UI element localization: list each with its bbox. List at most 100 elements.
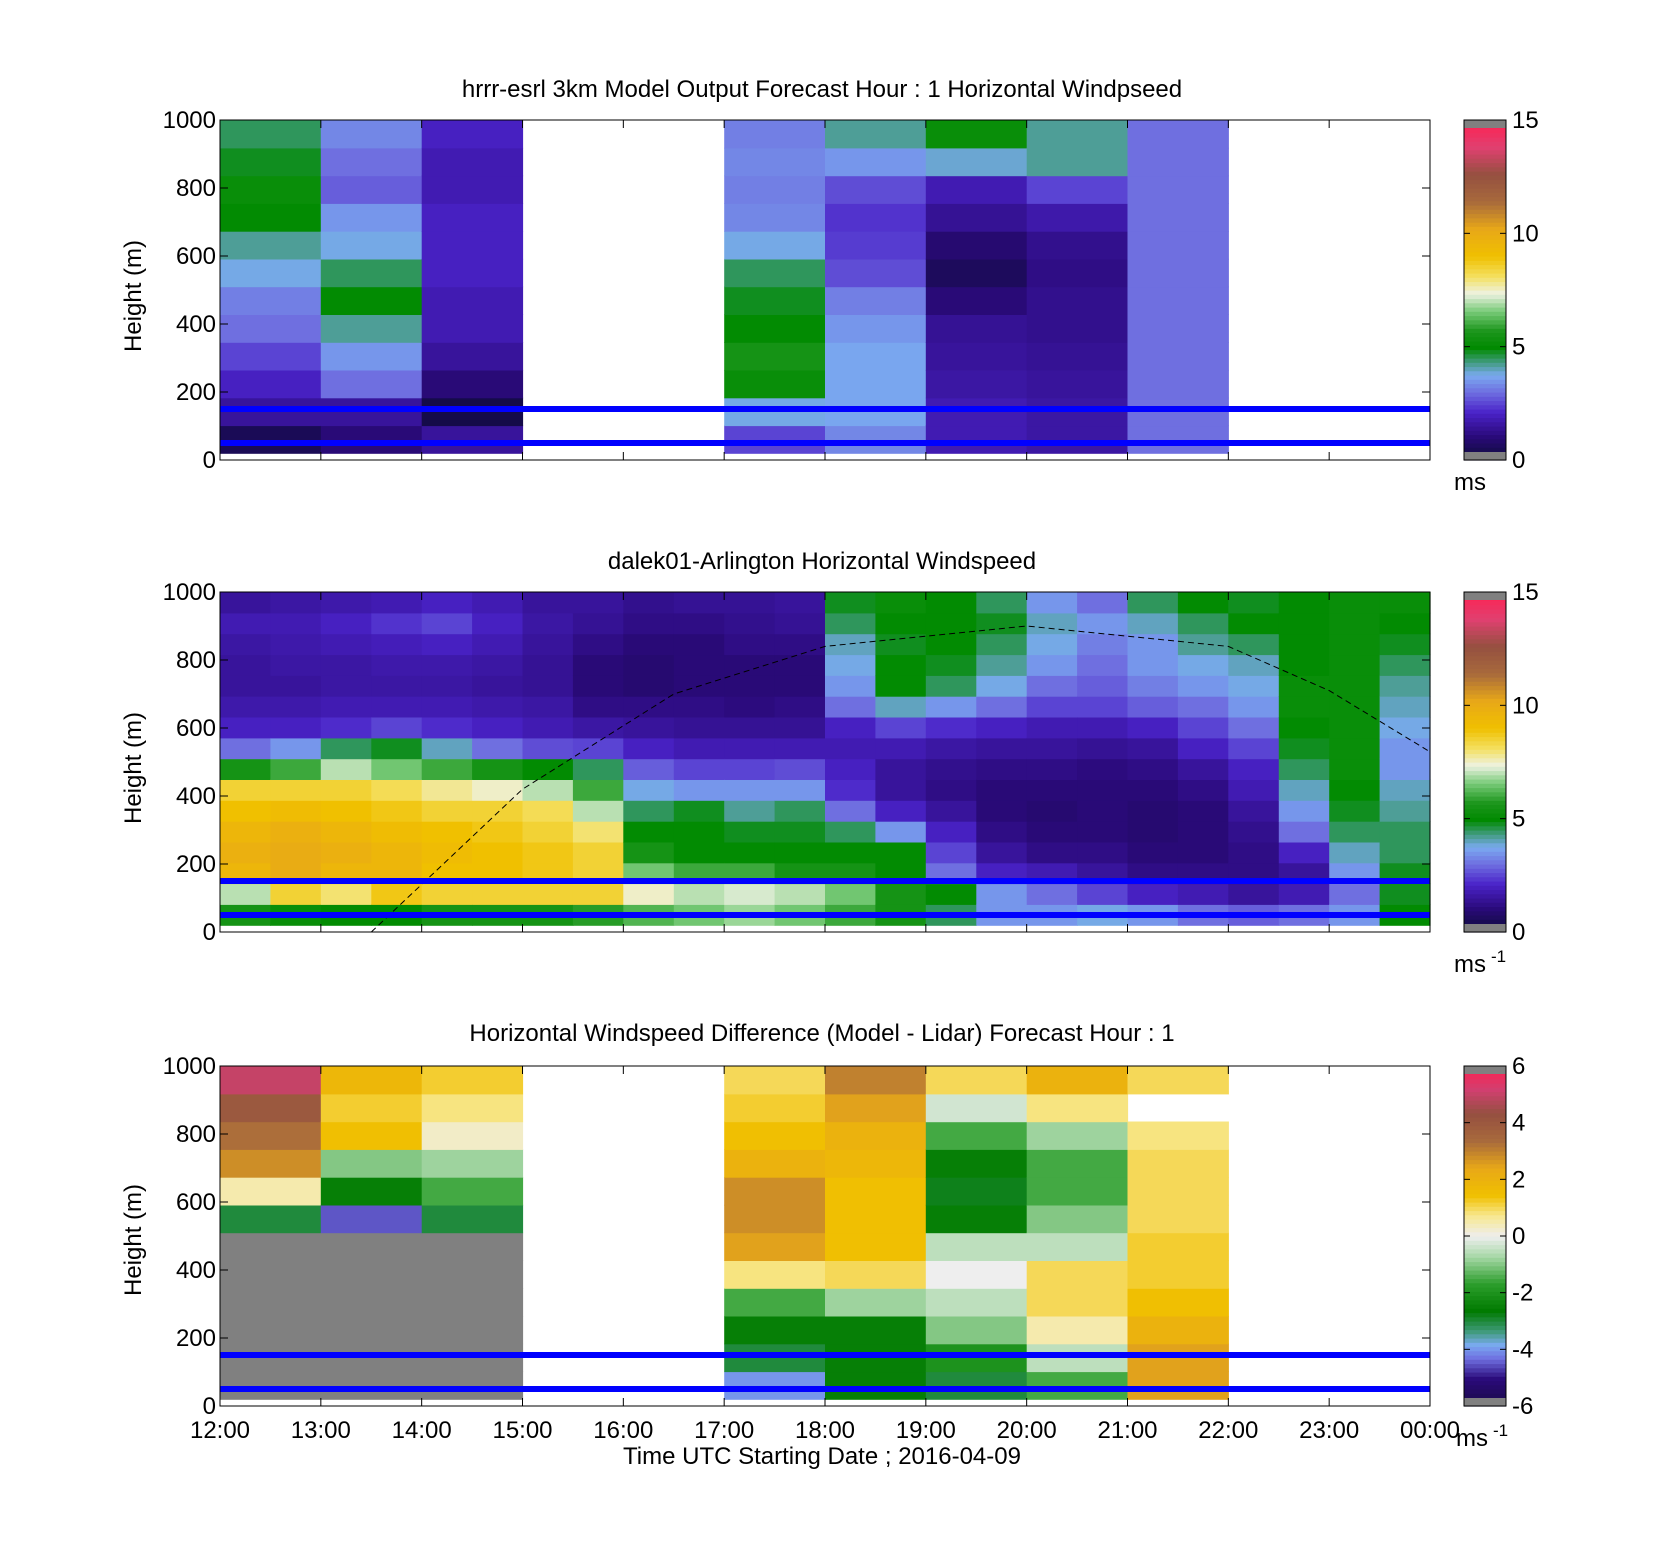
heatmap-cell — [623, 696, 675, 718]
colorbar-segment — [1464, 1265, 1506, 1271]
heatmap-cell — [623, 821, 675, 843]
heatmap-cell — [925, 1177, 1028, 1206]
heatmap-cell — [472, 675, 524, 697]
heatmap-cell — [572, 717, 624, 739]
colorbar-segment — [1464, 732, 1506, 738]
colorbar-segment — [1464, 324, 1506, 329]
y-tick-label: 600 — [176, 715, 216, 742]
colorbar-segment — [1464, 851, 1506, 857]
colorbar-segment — [1464, 728, 1506, 733]
colorbar-segment — [1464, 183, 1506, 189]
heatmap-cell — [774, 800, 826, 822]
colorbar-unit: ms — [1454, 469, 1486, 496]
heatmap-cell — [825, 342, 927, 371]
colorbar-segment — [1464, 1261, 1506, 1267]
heatmap-cell — [522, 696, 574, 718]
heatmap-cell — [774, 779, 826, 801]
heatmap-cell — [421, 1177, 524, 1206]
colorbar-segment — [1464, 1363, 1506, 1369]
heatmap-cell — [825, 675, 876, 697]
heatmap-cell — [220, 1121, 322, 1150]
colorbar-segment — [1464, 864, 1506, 869]
colorbar-segment — [1464, 1295, 1506, 1301]
heatmap-cell — [220, 800, 271, 822]
heatmap-cell — [472, 883, 524, 905]
colorbar-segment — [1464, 154, 1506, 159]
colorbar-segment — [1464, 762, 1506, 767]
heatmap-cell — [1278, 821, 1330, 843]
heatmap-cell — [623, 737, 675, 760]
heatmap-cell — [774, 737, 826, 760]
heatmap-cell — [421, 758, 473, 780]
colorbar-segment — [1464, 749, 1506, 755]
colorbar-segment — [1464, 723, 1506, 729]
heatmap-cell — [1026, 286, 1129, 315]
x-tick-label: 13:00 — [291, 1417, 351, 1444]
heatmap-cell — [1026, 203, 1129, 232]
colorbar-segment — [1464, 319, 1506, 325]
colorbar-segment — [1464, 421, 1506, 427]
heatmap-cell — [875, 758, 927, 780]
heatmap-cell — [724, 1232, 826, 1261]
heatmap-cell — [421, 203, 524, 232]
heatmap-cell — [825, 821, 876, 843]
heatmap-cell — [925, 758, 977, 780]
colorbar-segment — [1464, 643, 1506, 648]
heatmap-cell — [220, 592, 271, 614]
colorbar-segment — [1464, 804, 1506, 810]
colorbar-segment — [1464, 694, 1506, 699]
heatmap-cell — [976, 841, 1028, 864]
colorbar-segment — [1464, 1219, 1506, 1224]
heatmap-cells — [220, 120, 1229, 454]
colorbar-segment — [1464, 1278, 1506, 1284]
heatmap-cell — [925, 120, 1028, 149]
heatmap-cell — [976, 717, 1028, 739]
heatmap-cell — [825, 1149, 927, 1178]
colorbar-segment — [1464, 915, 1506, 920]
heatmap-cell — [673, 821, 725, 843]
colorbar-segment — [1464, 1342, 1506, 1348]
heatmap-cell — [976, 654, 1028, 676]
heatmap-cell — [673, 654, 725, 676]
colorbar: 0 5 10 15 — [1463, 107, 1539, 474]
heatmap-cell — [1026, 800, 1078, 822]
heatmap-cell — [320, 1093, 423, 1123]
heatmap-cell — [825, 258, 927, 288]
lidar-windspeed-panel: dalek01-Arlington Horizontal Windspeed H… — [120, 548, 1539, 978]
heatmap-cell — [875, 675, 927, 697]
heatmap-cell — [976, 737, 1028, 760]
heatmap-cell — [220, 675, 271, 697]
heatmap-cell — [220, 717, 271, 739]
heatmap-cell — [270, 675, 322, 697]
colorbar-segment — [1464, 910, 1506, 916]
heatmap-cell — [825, 147, 927, 177]
heatmap-cell — [825, 175, 927, 204]
colorbar-tick-label: 0 — [1512, 1223, 1525, 1250]
heatmap-cell — [825, 1260, 927, 1289]
heatmap-cell — [925, 1121, 1028, 1150]
heatmap-cell — [724, 1121, 826, 1150]
colorbar-segment — [1464, 745, 1506, 750]
x-tick-label: 18:00 — [795, 1417, 855, 1444]
heatmap-cell — [724, 175, 826, 204]
colorbar-segment — [1464, 243, 1506, 249]
colorbar-segment — [1464, 613, 1506, 619]
heatmap-cell — [1077, 592, 1129, 614]
colorbar-segment — [1464, 375, 1506, 380]
heatmap-cell — [724, 675, 776, 697]
heatmap-cell — [1026, 175, 1129, 204]
colorbar-segment — [1464, 1091, 1506, 1097]
colorbar-segment — [1464, 345, 1506, 351]
heatmap-cell — [623, 841, 675, 864]
heatmap-cell — [220, 1315, 322, 1345]
heatmap-cell — [724, 1288, 826, 1317]
colorbar-segment — [1464, 689, 1506, 695]
colorbar-segment — [1464, 349, 1506, 355]
colorbar-segment — [1464, 336, 1506, 342]
heatmap-cell — [875, 841, 927, 864]
heatmap-cell — [522, 717, 574, 739]
x-tick-label: 17:00 — [694, 1417, 754, 1444]
colorbar-segment — [1464, 1138, 1506, 1144]
colorbar-segment — [1464, 711, 1506, 716]
heatmap-cell — [1077, 779, 1129, 801]
